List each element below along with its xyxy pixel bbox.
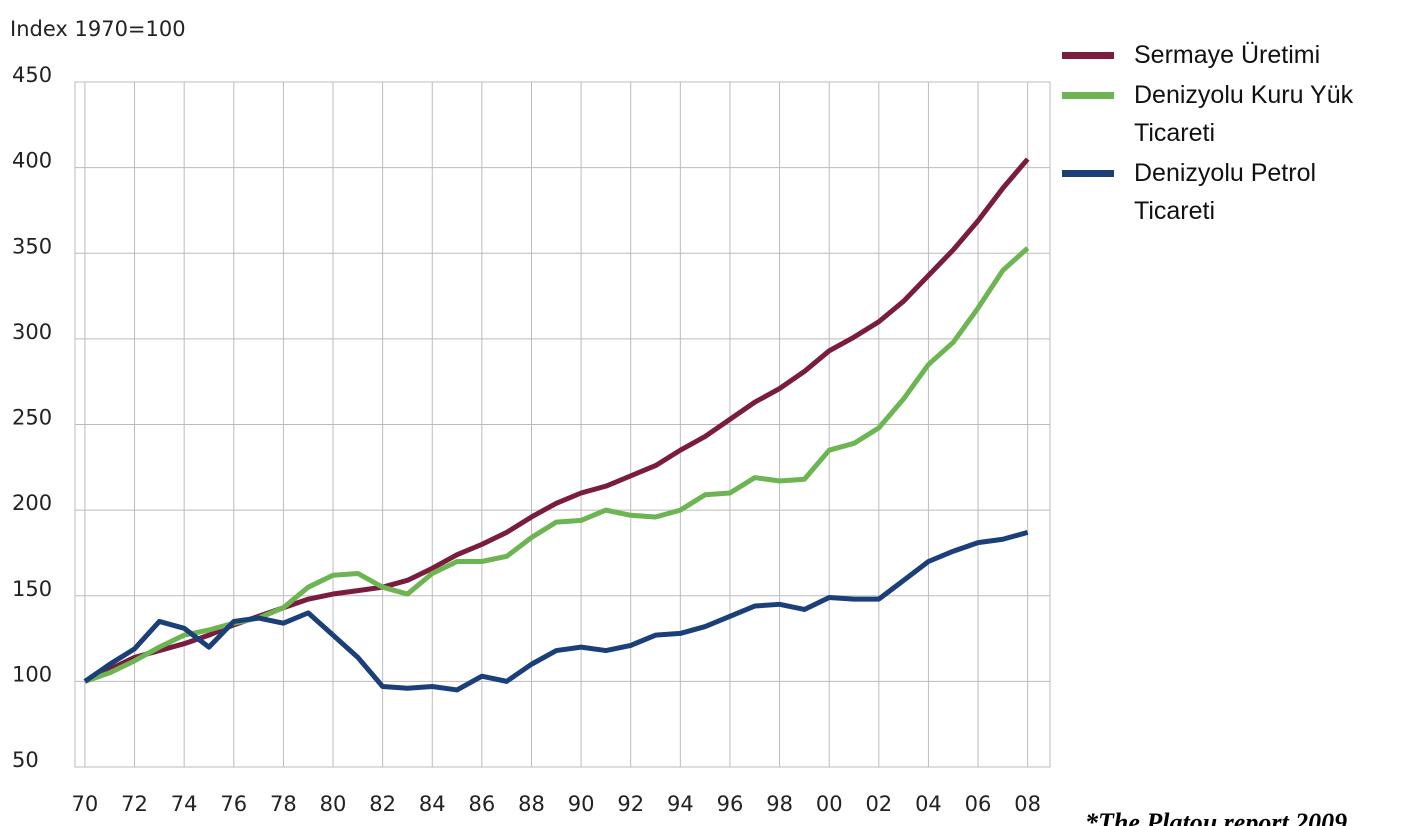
x-tick-label: 08 — [1014, 792, 1041, 816]
x-tick-label: 80 — [320, 792, 347, 816]
x-tick-label: 98 — [766, 792, 793, 816]
legend-label: Denizyolu Petrol Ticareti — [1134, 159, 1317, 225]
x-tick-label: 76 — [220, 792, 247, 816]
legend-item: Sermaye Üretimi — [1062, 36, 1362, 74]
y-tick-label: 400 — [12, 149, 52, 173]
y-tick-label: 350 — [12, 234, 52, 258]
x-tick-label: 00 — [816, 792, 843, 816]
legend-item: Denizyolu Kuru Yük Ticareti — [1062, 76, 1362, 152]
x-tick-label: 70 — [72, 792, 99, 816]
x-tick-label: 88 — [518, 792, 545, 816]
legend-item: Denizyolu Petrol Ticareti — [1062, 154, 1362, 230]
x-tick-label: 04 — [915, 792, 942, 816]
x-tick-label: 90 — [568, 792, 595, 816]
y-axis-label: Index 1970=100 — [10, 17, 186, 41]
y-tick-label: 150 — [12, 577, 52, 601]
legend-swatch — [1062, 52, 1114, 59]
x-tick-label: 72 — [121, 792, 148, 816]
x-tick-label: 96 — [717, 792, 744, 816]
x-tick-label: 74 — [171, 792, 198, 816]
legend: Sermaye Üretimi Denizyolu Kuru Yük Ticare… — [1062, 36, 1362, 232]
x-tick-label: 06 — [965, 792, 992, 816]
legend-label: Denizyolu Kuru Yük Ticareti — [1134, 81, 1354, 147]
x-tick-label: 78 — [270, 792, 297, 816]
series-line — [83, 529, 1029, 693]
x-tick-label: 86 — [469, 792, 496, 816]
x-tick-label: 82 — [369, 792, 396, 816]
y-tick-label: 200 — [12, 491, 52, 515]
y-tick-label: 300 — [12, 320, 52, 344]
y-tick-label: 100 — [12, 662, 52, 686]
y-tick-label: 250 — [12, 406, 52, 430]
legend-swatch — [1062, 92, 1114, 99]
y-tick-label: 50 — [12, 748, 39, 772]
legend-swatch — [1062, 170, 1114, 177]
x-tick-label: 92 — [617, 792, 644, 816]
source-note: *The Platou report 2009 — [1085, 808, 1348, 826]
x-tick-label: 84 — [419, 792, 446, 816]
x-tick-label: 02 — [865, 792, 892, 816]
legend-label: Sermaye Üretimi — [1134, 41, 1321, 69]
x-tick-label: 94 — [667, 792, 694, 816]
y-tick-label: 450 — [12, 63, 52, 87]
